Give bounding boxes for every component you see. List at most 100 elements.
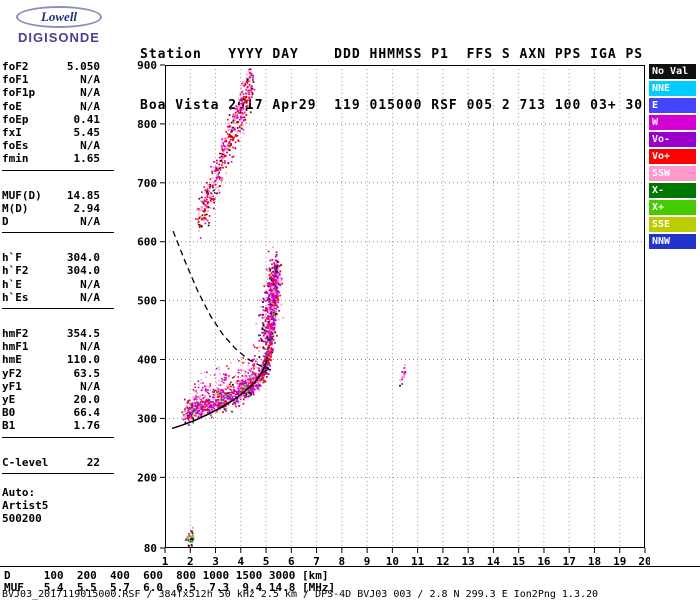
- svg-text:700: 700: [137, 177, 157, 190]
- param-label: fmin: [2, 152, 29, 166]
- logo-digisonde-text: DIGISONDE: [18, 30, 100, 45]
- svg-text:20: 20: [638, 555, 650, 568]
- param-group: foF2 5.050 foF1 N/A foF1p N/A foE N/A foEp 0.41 fx…: [2, 60, 114, 171]
- header-column-titles: Station YYYY DAY DDD HHMMSS P1 FFS S AXN…: [140, 47, 644, 62]
- legend-item-sse: SSE: [649, 217, 696, 232]
- param-label: fxI: [2, 126, 22, 140]
- param-row: B1 1.76: [2, 419, 114, 432]
- param-value: 304.0: [66, 264, 100, 278]
- param-value: 2.94: [73, 201, 101, 215]
- param-value: 5.45: [73, 126, 101, 140]
- ionogram-canvas: 1 2 3 4 5 6 7 8 9 10 11 12 13 14 15 16 17 18 19 20900800700…: [137, 59, 652, 568]
- param-row: foF1 N/A: [2, 73, 114, 86]
- svg-text:12: 12: [436, 555, 449, 568]
- svg-text:14: 14: [487, 555, 501, 568]
- param-row: foF2 5.050: [2, 60, 114, 73]
- param-group: C-level 22: [2, 456, 114, 474]
- svg-text:19: 19: [613, 555, 626, 568]
- param-label: MUF(D): [2, 188, 42, 202]
- param-value: N/A: [80, 139, 100, 153]
- svg-text:13: 13: [462, 555, 475, 568]
- svg-text:11: 11: [411, 555, 425, 568]
- autoscaling-line: 500200: [2, 512, 42, 526]
- autoscaling-info: Auto: Artist5 500200: [2, 486, 114, 526]
- svg-text:80: 80: [144, 542, 157, 555]
- param-label: foEs: [2, 139, 29, 153]
- param-label: h`F: [2, 251, 22, 265]
- svg-text:1: 1: [162, 555, 169, 568]
- param-value: N/A: [80, 340, 100, 354]
- param-label: B0: [2, 406, 16, 420]
- legend-item-nnw: NNW: [649, 234, 696, 249]
- legend-item-vo: Vo+: [649, 149, 696, 164]
- svg-text:600: 600: [137, 236, 157, 249]
- ionogram-plot: 1 2 3 4 5 6 7 8 9 10 11 12 13 14 15 16 17 18 19 20 900 800 700…: [130, 58, 652, 574]
- param-group: MUF(D) 14.85 M(D) 2.94 D N/A: [2, 189, 114, 234]
- param-label: hmF2: [2, 327, 29, 341]
- param-row: fxI 5.45: [2, 126, 114, 139]
- parameter-panel: foF2 5.050 foF1 N/A foF1p N/A foE N/A foEp 0.41 fx…: [2, 60, 114, 525]
- legend-item-w: W: [649, 115, 696, 130]
- param-row: yF2 63.5: [2, 367, 114, 380]
- param-row: h`Es N/A: [2, 291, 114, 304]
- param-row: h`F2 304.0: [2, 264, 114, 277]
- param-value: 22: [86, 455, 100, 469]
- param-group: h`F 304.0 h`F2 304.0 h`E N/A h`Es N/A: [2, 251, 114, 310]
- param-row: D N/A: [2, 215, 114, 228]
- param-row: foEp 0.41: [2, 113, 114, 126]
- svg-text:10: 10: [386, 555, 399, 568]
- param-label: yF1: [2, 379, 22, 393]
- param-label: yE: [2, 393, 16, 407]
- logo-oval: Lowell: [16, 6, 102, 28]
- param-value: N/A: [80, 277, 100, 291]
- param-row: h`E N/A: [2, 278, 114, 291]
- param-label: M(D): [2, 201, 29, 215]
- param-value: 20.0: [73, 393, 101, 407]
- param-value: 1.65: [73, 152, 101, 166]
- svg-text:17: 17: [563, 555, 576, 568]
- param-label: yF2: [2, 366, 22, 380]
- param-row: h`F 304.0: [2, 251, 114, 264]
- legend-item-x: X+: [649, 200, 696, 215]
- param-row: foE N/A: [2, 100, 114, 113]
- param-value: 354.5: [66, 327, 100, 341]
- param-value: N/A: [80, 86, 100, 100]
- svg-text:9: 9: [364, 555, 371, 568]
- param-row: C-level 22: [2, 456, 114, 469]
- param-label: foF2: [2, 60, 29, 73]
- legend-item-noval: No Val: [649, 64, 696, 79]
- param-group: hmF2 354.5 hmF1 N/A hmE 110.0 yF2 63.5 yF1 N/A yE 2…: [2, 327, 114, 438]
- param-label: hmF1: [2, 340, 29, 354]
- param-value: N/A: [80, 99, 100, 113]
- legend-item-nne: NNE: [649, 81, 696, 96]
- svg-text:300: 300: [137, 412, 157, 425]
- param-row: hmF1 N/A: [2, 340, 114, 353]
- svg-text:18: 18: [588, 555, 601, 568]
- param-row: B0 66.4: [2, 406, 114, 419]
- param-value: 110.0: [66, 353, 100, 367]
- param-row: yF1 N/A: [2, 380, 114, 393]
- legend-item-e: E: [649, 98, 696, 113]
- param-label: foE: [2, 99, 22, 113]
- svg-text:400: 400: [137, 354, 157, 367]
- param-value: N/A: [80, 290, 100, 304]
- param-row: hmF2 354.5: [2, 327, 114, 340]
- param-row: MUF(D) 14.85: [2, 189, 114, 202]
- autoscaling-line: Auto:: [2, 485, 36, 499]
- param-label: hmE: [2, 353, 22, 367]
- legend-item-ssw: SSW: [649, 166, 696, 181]
- svg-text:900: 900: [137, 59, 157, 72]
- svg-text:4: 4: [237, 555, 244, 568]
- svg-text:16: 16: [537, 555, 551, 568]
- param-value: 66.4: [73, 406, 101, 420]
- bottom-separator: [0, 566, 700, 567]
- param-value: 1.76: [73, 419, 101, 433]
- param-label: h`F2: [2, 264, 29, 278]
- param-value: N/A: [80, 73, 100, 87]
- svg-text:5: 5: [263, 555, 270, 568]
- param-value: 5.050: [66, 60, 100, 73]
- svg-text:6: 6: [288, 555, 295, 568]
- distance-row: D 100 200 400 600 800 1000 1500 3000 [km…: [4, 569, 329, 582]
- svg-text:800: 800: [137, 118, 157, 131]
